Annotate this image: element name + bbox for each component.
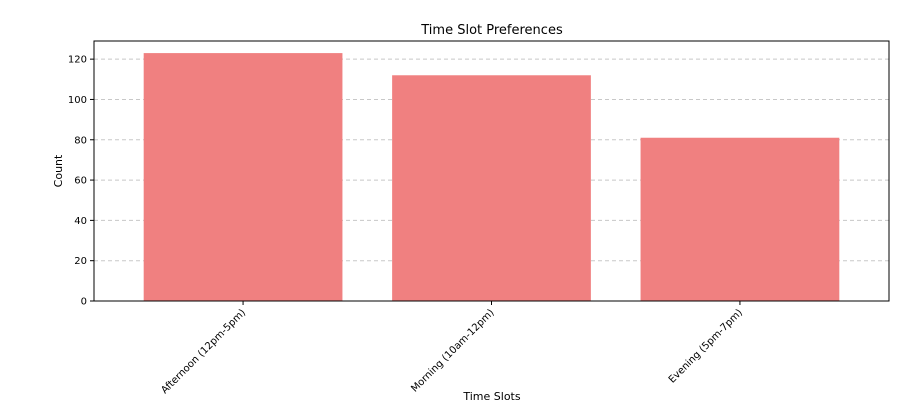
y-tick-label: 100 — [68, 95, 87, 106]
y-tick-label: 120 — [68, 55, 87, 66]
chart-title: Time Slot Preferences — [420, 23, 563, 38]
y-tick-label: 80 — [74, 135, 87, 146]
y-axis-ticks: 0 20 40 60 80 100 120 — [68, 55, 94, 308]
y-tick-label: 0 — [81, 297, 87, 308]
bar — [640, 137, 840, 301]
y-tick-label: 20 — [74, 256, 87, 267]
bar — [143, 53, 343, 302]
x-tick-label: Morning (10am-12pm) — [409, 307, 496, 394]
y-axis-label: Count — [52, 154, 65, 187]
bars — [143, 53, 840, 302]
x-axis-label: Time Slots — [462, 390, 520, 403]
bar — [392, 75, 591, 301]
x-tick-label: Afternoon (12pm-5pm) — [159, 307, 248, 396]
y-tick-label: 40 — [74, 216, 87, 227]
x-tick-label: Evening (5pm-7pm) — [667, 307, 745, 385]
x-axis-ticks: Afternoon (12pm-5pm) Morning (10am-12pm) E… — [159, 301, 745, 396]
y-tick-label: 60 — [74, 176, 87, 187]
